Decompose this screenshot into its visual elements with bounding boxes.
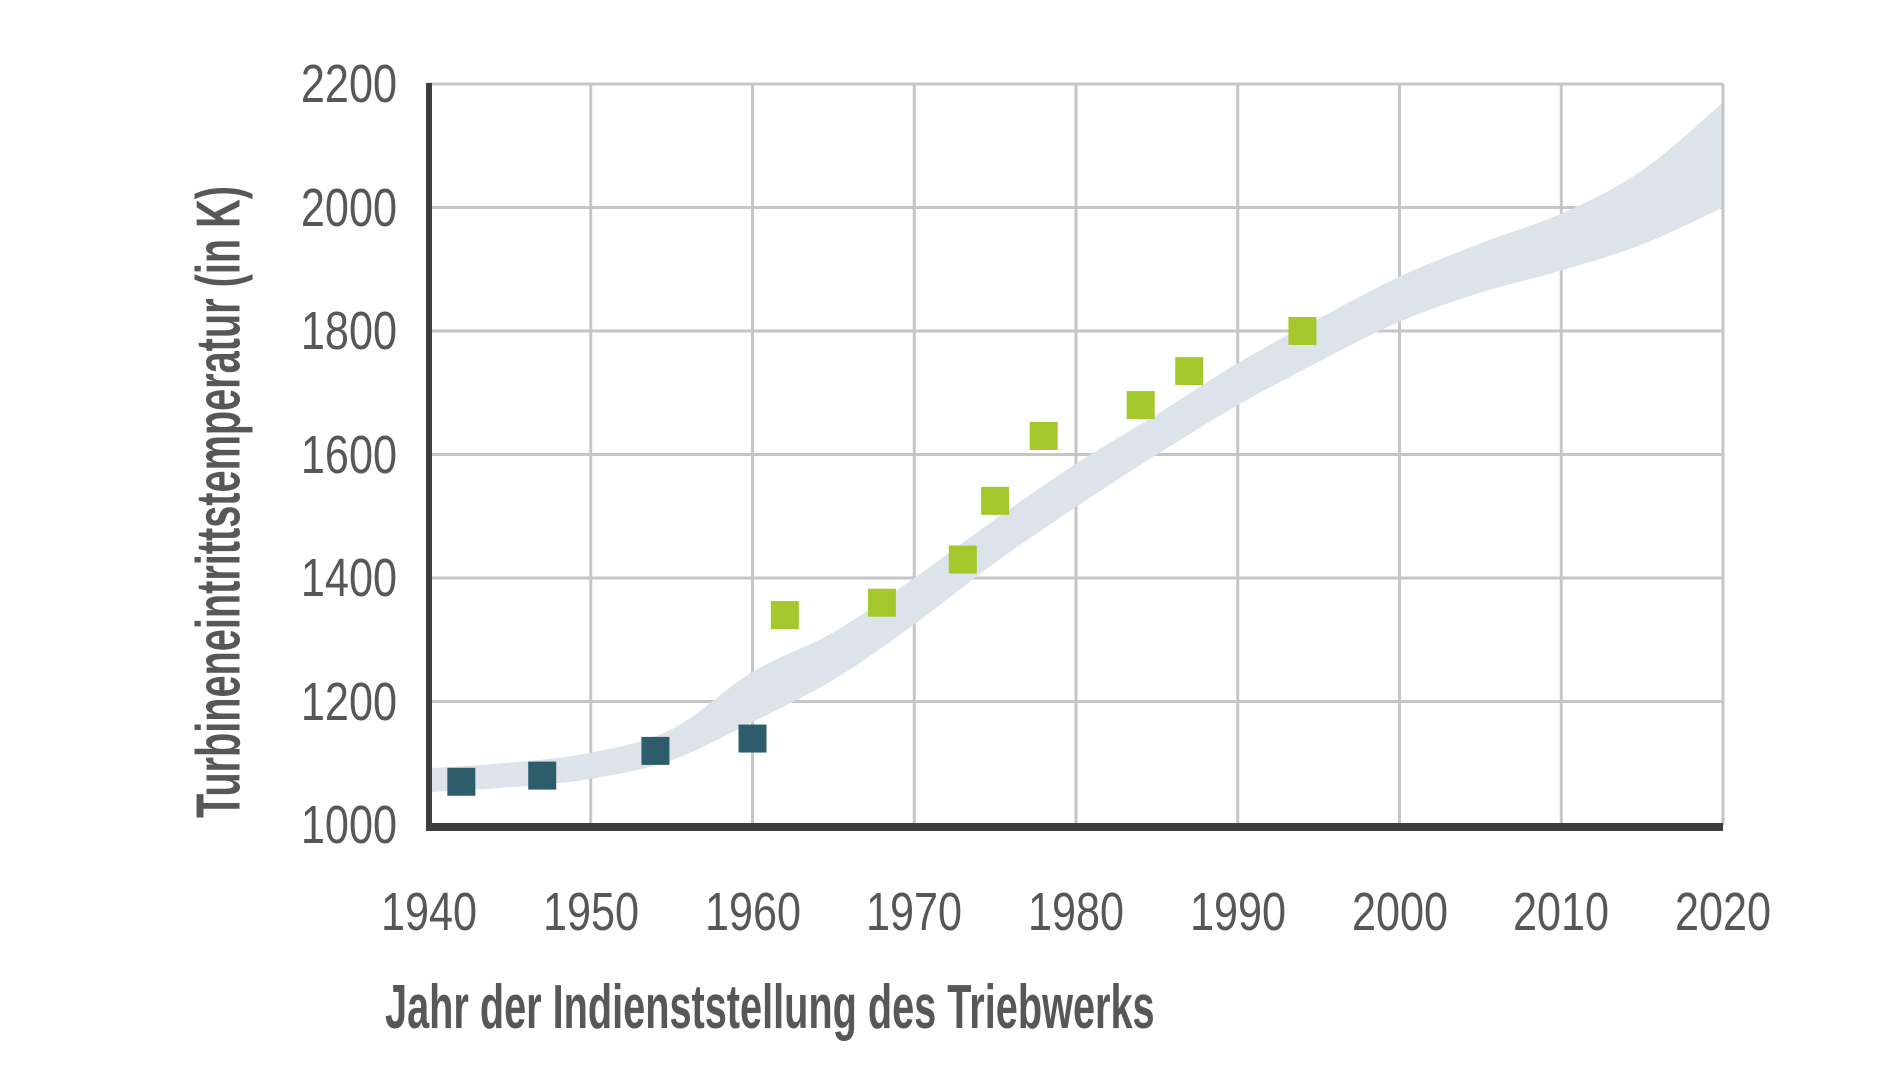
data-point-green-squares bbox=[770, 601, 799, 630]
y-axis-line bbox=[426, 83, 432, 831]
x-tick-label: 1940 bbox=[380, 882, 478, 942]
x-tick-label: 1980 bbox=[1027, 882, 1125, 942]
x-tick-label: 1950 bbox=[542, 882, 639, 942]
data-point-green-squares bbox=[948, 545, 977, 574]
x-axis-title: Jahr der Indienststellung des Triebwerks bbox=[385, 973, 1155, 1042]
data-point-green-squares bbox=[1029, 421, 1058, 450]
data-point-dark-squares bbox=[528, 761, 557, 790]
y-tick-label: 2000 bbox=[300, 177, 397, 238]
x-tick-label: 1990 bbox=[1189, 882, 1286, 942]
y-tick-label: 1200 bbox=[300, 671, 397, 732]
y-tick-label: 1400 bbox=[300, 548, 397, 608]
x-tick-label: 2000 bbox=[1351, 882, 1448, 942]
y-tick-label: 1800 bbox=[300, 301, 397, 361]
x-tick-label: 1960 bbox=[704, 882, 801, 942]
x-tick-label: 2020 bbox=[1674, 882, 1772, 942]
data-point-dark-squares bbox=[447, 767, 476, 796]
y-tick-label: 1600 bbox=[300, 424, 397, 485]
x-tick-label: 2010 bbox=[1513, 882, 1610, 942]
y-tick-label: 2200 bbox=[300, 54, 397, 114]
data-point-green-squares bbox=[1175, 357, 1204, 386]
y-axis-title: Turbineneintrittstemperatur (in K) bbox=[184, 186, 254, 818]
data-point-dark-squares bbox=[641, 736, 670, 765]
data-point-green-squares bbox=[981, 486, 1010, 515]
data-point-green-squares bbox=[1288, 317, 1317, 345]
x-tick-label: 1970 bbox=[866, 882, 963, 942]
data-point-dark-squares bbox=[738, 724, 767, 753]
data-point-green-squares bbox=[1126, 391, 1155, 420]
x-axis-line bbox=[426, 823, 1723, 831]
y-tick-label: 1000 bbox=[300, 795, 397, 855]
data-point-green-squares bbox=[867, 588, 896, 617]
